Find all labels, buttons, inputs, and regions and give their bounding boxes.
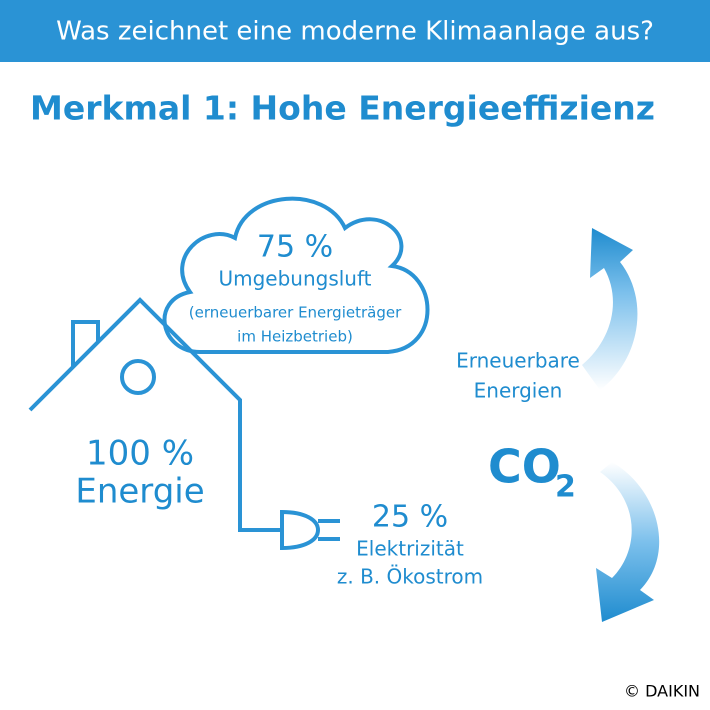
plug-share: 25 %: [372, 500, 448, 535]
house-label: Energie: [75, 472, 204, 512]
arrow-up: [582, 228, 638, 390]
cycle-label: Erneuerbare: [456, 349, 580, 373]
cycle-label: Energien: [474, 379, 563, 403]
house-window: [120, 359, 156, 395]
co2-subscript: 2: [555, 470, 576, 505]
co2-label: CO: [488, 440, 561, 494]
cloud-label: Umgebungsluft: [218, 267, 371, 291]
plug-label: Elektrizität: [356, 537, 464, 561]
heading: Merkmal 1: Hohe Energieeffizienz: [30, 89, 655, 128]
header-title: Was zeichnet eine moderne Klimaanlage au…: [56, 17, 654, 47]
house-share: 100 %: [86, 434, 194, 474]
chimney: [71, 320, 100, 367]
header-bar: [0, 0, 710, 62]
plug: [275, 509, 340, 551]
cloud-note: im Heizbetrieb): [237, 328, 353, 346]
cloud-share: 75 %: [257, 230, 333, 265]
house-outline: [28, 297, 275, 532]
copyright: © DAIKIN: [624, 682, 700, 701]
arrow-down: [596, 462, 660, 622]
cloud-note: (erneuerbarer Energieträger: [189, 304, 402, 322]
plug-note: z. B. Ökostrom: [337, 565, 483, 589]
cloud-outline: [162, 196, 430, 354]
